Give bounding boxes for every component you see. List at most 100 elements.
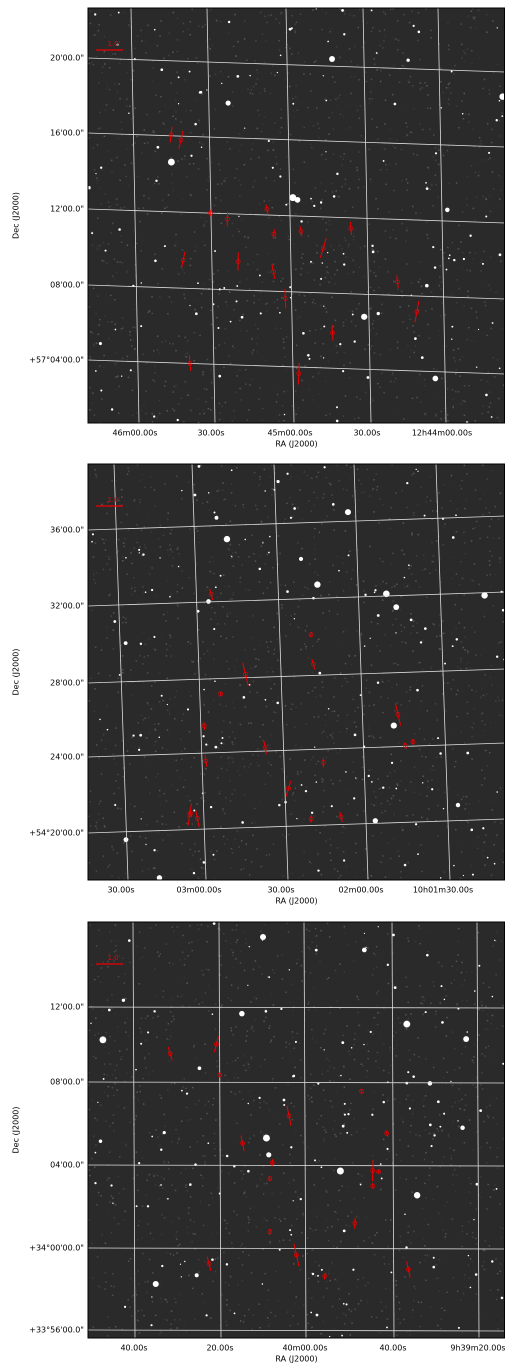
noise xyxy=(396,584,398,586)
star xyxy=(178,566,180,568)
noise xyxy=(232,552,234,554)
star xyxy=(343,253,345,255)
noise xyxy=(480,262,482,264)
noise xyxy=(390,1064,392,1066)
noise xyxy=(96,828,98,830)
noise xyxy=(143,1315,145,1317)
noise xyxy=(201,1333,203,1335)
noise xyxy=(214,1133,216,1135)
noise xyxy=(378,1034,380,1036)
noise xyxy=(144,756,146,758)
noise xyxy=(222,808,224,810)
noise xyxy=(491,684,493,686)
star xyxy=(203,861,206,864)
noise xyxy=(219,412,221,414)
noise xyxy=(419,335,421,337)
noise xyxy=(383,40,385,42)
noise xyxy=(173,1254,175,1256)
noise xyxy=(435,1278,437,1280)
noise xyxy=(262,619,264,621)
noise xyxy=(352,569,354,571)
noise xyxy=(360,105,362,107)
noise xyxy=(483,251,485,253)
noise xyxy=(482,514,484,516)
noise xyxy=(464,531,466,533)
x-tick-label: 40m00.00s xyxy=(282,1344,327,1353)
noise xyxy=(471,736,473,738)
noise xyxy=(430,500,432,502)
star xyxy=(262,1283,264,1285)
noise xyxy=(249,1138,251,1140)
noise xyxy=(95,647,97,649)
star xyxy=(393,604,399,610)
noise xyxy=(143,719,145,721)
noise xyxy=(117,375,119,377)
noise xyxy=(356,726,358,728)
star xyxy=(193,810,195,812)
noise xyxy=(247,830,249,832)
star xyxy=(105,250,107,252)
noise xyxy=(490,841,492,843)
noise xyxy=(466,1000,468,1002)
noise xyxy=(186,356,188,358)
noise xyxy=(220,756,222,758)
star xyxy=(466,1031,468,1033)
noise xyxy=(128,1260,130,1262)
star xyxy=(223,287,225,289)
noise xyxy=(481,413,483,415)
noise xyxy=(336,1000,338,1002)
noise xyxy=(378,778,380,780)
noise xyxy=(224,342,226,344)
noise xyxy=(397,341,399,343)
noise xyxy=(467,702,469,704)
star xyxy=(364,645,365,646)
noise xyxy=(349,310,351,312)
noise xyxy=(456,302,458,304)
star xyxy=(206,599,211,604)
noise xyxy=(393,600,395,602)
noise xyxy=(405,1014,407,1016)
noise xyxy=(213,658,215,660)
noise xyxy=(171,1141,173,1143)
noise xyxy=(410,76,412,78)
noise xyxy=(325,840,327,842)
noise xyxy=(424,385,426,387)
noise xyxy=(353,772,355,774)
noise xyxy=(339,95,341,97)
star xyxy=(115,329,117,331)
noise xyxy=(114,83,116,85)
star xyxy=(95,173,96,174)
noise xyxy=(194,851,196,853)
noise xyxy=(97,296,99,298)
noise xyxy=(142,957,144,959)
noise xyxy=(179,1218,181,1220)
noise xyxy=(295,96,297,98)
noise xyxy=(479,800,481,802)
noise xyxy=(256,128,258,130)
noise xyxy=(98,1033,100,1035)
noise xyxy=(259,1107,261,1109)
noise xyxy=(331,736,333,738)
noise xyxy=(394,770,396,772)
star xyxy=(263,1135,270,1142)
star xyxy=(138,549,140,551)
noise xyxy=(280,584,282,586)
noise xyxy=(211,44,213,46)
star xyxy=(184,1261,185,1262)
noise xyxy=(316,1010,318,1012)
noise xyxy=(343,322,345,324)
noise xyxy=(255,560,257,562)
noise xyxy=(314,303,316,305)
noise xyxy=(293,169,295,171)
noise xyxy=(104,63,106,65)
noise xyxy=(246,1035,248,1037)
noise xyxy=(197,398,199,400)
noise xyxy=(106,104,108,106)
noise xyxy=(385,258,387,260)
noise xyxy=(407,345,409,347)
star xyxy=(155,180,157,182)
noise xyxy=(99,319,101,321)
noise xyxy=(488,1117,490,1119)
noise xyxy=(242,504,244,506)
noise xyxy=(187,796,189,798)
